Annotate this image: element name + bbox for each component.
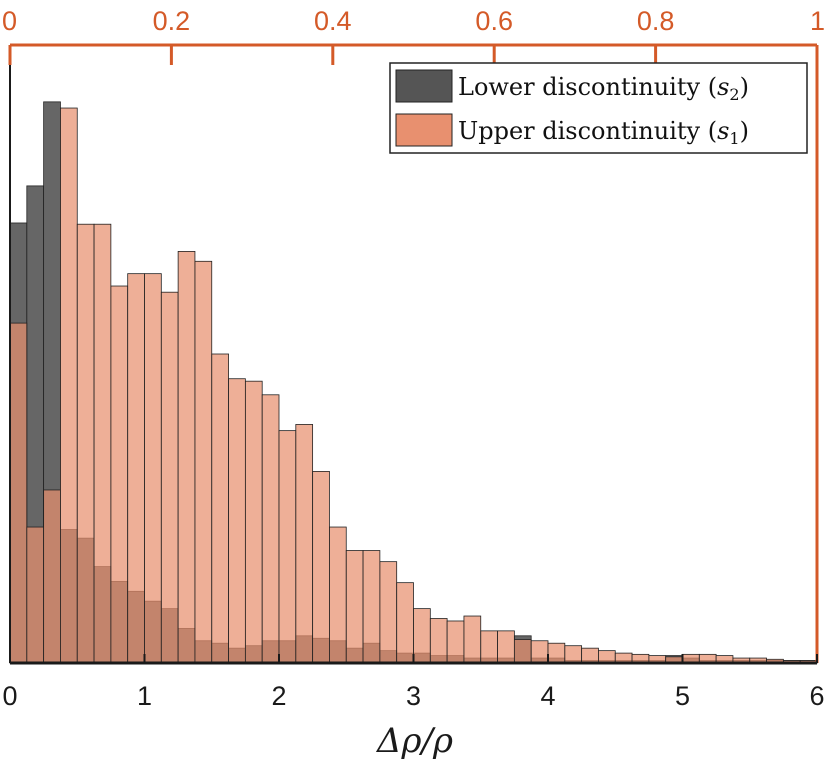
upper-bar-4	[76, 223, 95, 664]
legend-box	[389, 62, 808, 154]
upper-bar-6	[110, 285, 129, 664]
upper-bar-28	[480, 630, 498, 664]
upper-bar-15	[261, 394, 280, 664]
upper-bar-35	[598, 650, 616, 664]
upper-bar-19	[329, 526, 347, 664]
upper-bar-10	[177, 251, 196, 664]
top-tick-label-4: 0.8	[637, 6, 675, 36]
upper-bar-22	[379, 561, 398, 664]
upper-bar-11	[194, 260, 213, 664]
upper-bar-16	[278, 430, 297, 664]
upper-bar-23	[396, 582, 414, 664]
upper-bar-24	[413, 608, 431, 664]
upper-bar-17	[295, 424, 314, 664]
upper-bar-26	[446, 620, 465, 664]
bottom-tick-label-0: 0	[2, 681, 17, 711]
legend-swatch-lower	[395, 69, 453, 103]
legend-label-upper: Upper discontinuity (s1)	[458, 117, 749, 148]
upper-bar-9	[160, 291, 179, 664]
upper-series-bars	[9, 107, 818, 664]
upper-bar-3	[60, 107, 78, 664]
bottom-tick-label-1: 1	[137, 681, 152, 711]
top-tick-label-0: 0	[2, 6, 17, 36]
upper-bar-0	[9, 322, 28, 664]
upper-bar-2	[43, 489, 61, 664]
top-axis-ticks: 0 0.2 0.4 0.6 0.8 1	[2, 6, 825, 65]
top-tick-label-5: 1	[810, 6, 825, 36]
bottom-tick-label-3: 3	[406, 681, 421, 711]
upper-bar-32	[547, 642, 566, 664]
upper-bar-25	[429, 618, 448, 664]
upper-bar-29	[497, 630, 515, 664]
upper-bar-18	[312, 471, 330, 664]
upper-bar-13	[228, 378, 246, 664]
legend: Lower discontinuity (s2) Upper discontin…	[389, 62, 808, 154]
upper-bar-5	[93, 223, 112, 664]
top-tick-label-3: 0.6	[475, 6, 513, 36]
bottom-tick-label-6: 6	[809, 681, 824, 711]
upper-bar-21	[362, 550, 381, 664]
bottom-axis-ticks: 0 1 2 3 4 5 6	[2, 654, 825, 711]
upper-bar-7	[127, 273, 145, 664]
upper-bar-33	[564, 645, 583, 664]
x-axis-label: Δρ/ρ	[375, 721, 453, 761]
upper-bar-31	[530, 640, 549, 664]
bottom-tick-label-2: 2	[271, 681, 286, 711]
upper-bar-1	[26, 526, 45, 664]
upper-bar-12	[211, 353, 229, 664]
bottom-tick-label-4: 4	[540, 681, 555, 711]
legend-swatch-upper	[395, 113, 453, 147]
upper-bar-34	[581, 647, 599, 664]
top-tick-label-1: 0.2	[153, 6, 191, 36]
top-tick-label-2: 0.4	[314, 6, 352, 36]
upper-bar-30	[513, 639, 532, 664]
upper-bar-8	[144, 273, 162, 664]
legend-label-lower: Lower discontinuity (s2)	[458, 73, 749, 104]
upper-bar-14	[244, 380, 263, 664]
upper-bar-27	[463, 615, 482, 664]
upper-bar-20	[345, 550, 364, 664]
bottom-tick-label-5: 5	[675, 681, 690, 711]
